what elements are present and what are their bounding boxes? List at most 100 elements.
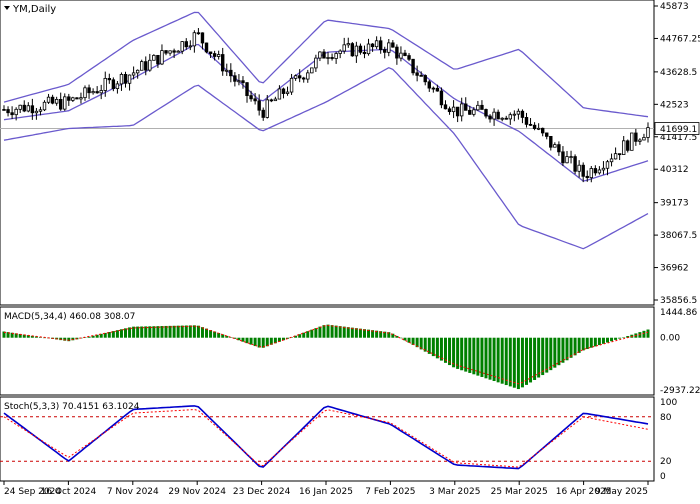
- candle[interactable]: [512, 110, 517, 122]
- candle[interactable]: [229, 63, 233, 83]
- macd-bar[interactable]: [642, 330, 646, 338]
- candle[interactable]: [140, 59, 144, 71]
- candle[interactable]: [38, 106, 43, 116]
- macd-bar[interactable]: [302, 332, 306, 338]
- macd-bar[interactable]: [188, 325, 192, 338]
- candle[interactable]: [42, 100, 47, 112]
- macd-bar[interactable]: [10, 332, 14, 338]
- macd-bar[interactable]: [407, 337, 411, 343]
- macd-bar[interactable]: [18, 333, 22, 338]
- candle[interactable]: [630, 132, 634, 151]
- candle[interactable]: [472, 107, 476, 117]
- candle[interactable]: [265, 95, 269, 119]
- macd-bar[interactable]: [565, 337, 569, 361]
- candle[interactable]: [407, 53, 411, 62]
- macd-bar[interactable]: [585, 337, 589, 350]
- candle[interactable]: [516, 108, 521, 120]
- candle[interactable]: [577, 160, 581, 178]
- candle[interactable]: [468, 105, 472, 115]
- candle[interactable]: [549, 135, 553, 151]
- candle[interactable]: [306, 69, 310, 83]
- candle[interactable]: [103, 71, 107, 97]
- macd-bar[interactable]: [362, 329, 366, 338]
- macd-bar[interactable]: [95, 334, 99, 338]
- candle[interactable]: [269, 98, 274, 103]
- macd-bar[interactable]: [610, 337, 614, 342]
- candle[interactable]: [403, 49, 407, 57]
- candle[interactable]: [609, 153, 614, 167]
- candle[interactable]: [387, 39, 391, 57]
- macd-bar[interactable]: [358, 328, 362, 338]
- macd-bar[interactable]: [504, 337, 508, 386]
- macd-bar[interactable]: [180, 325, 184, 338]
- candle[interactable]: [423, 74, 427, 86]
- macd-bar[interactable]: [496, 337, 500, 383]
- macd-bar[interactable]: [614, 337, 618, 340]
- macd-bar[interactable]: [273, 337, 277, 344]
- macd-bar[interactable]: [573, 337, 577, 356]
- candle[interactable]: [257, 94, 261, 116]
- macd-bar[interactable]: [290, 337, 294, 338]
- candle[interactable]: [273, 96, 278, 102]
- candle[interactable]: [605, 159, 610, 176]
- candle[interactable]: [338, 49, 342, 59]
- macd-bar[interactable]: [217, 332, 221, 338]
- macd-bar[interactable]: [561, 337, 565, 363]
- macd-bar[interactable]: [500, 337, 504, 384]
- candle[interactable]: [366, 38, 371, 56]
- macd-bar[interactable]: [140, 326, 144, 338]
- macd-bar[interactable]: [334, 325, 338, 338]
- candle[interactable]: [233, 72, 237, 87]
- macd-bar[interactable]: [524, 337, 528, 385]
- macd-bar[interactable]: [225, 335, 229, 338]
- candle[interactable]: [289, 73, 294, 95]
- macd-bar[interactable]: [306, 331, 310, 338]
- macd-bar[interactable]: [265, 337, 269, 347]
- macd-bar[interactable]: [577, 337, 581, 353]
- macd-bar[interactable]: [456, 337, 460, 369]
- macd-bar[interactable]: [322, 325, 326, 338]
- macd-bar[interactable]: [318, 326, 322, 338]
- macd-bar[interactable]: [476, 337, 480, 376]
- macd-bar[interactable]: [87, 336, 91, 338]
- macd-bar[interactable]: [597, 337, 601, 346]
- macd-bar[interactable]: [553, 337, 557, 368]
- macd-bar[interactable]: [205, 328, 209, 338]
- macd-bar[interactable]: [443, 337, 447, 363]
- candle[interactable]: [532, 122, 537, 131]
- macd-bar[interactable]: [646, 329, 650, 338]
- candle[interactable]: [545, 132, 549, 140]
- candle[interactable]: [480, 100, 484, 110]
- candle[interactable]: [524, 112, 529, 128]
- macd-bar[interactable]: [589, 337, 593, 348]
- macd-bar[interactable]: [569, 337, 573, 358]
- macd-bar[interactable]: [379, 331, 383, 338]
- candle[interactable]: [330, 53, 334, 61]
- macd-bar[interactable]: [136, 326, 140, 338]
- macd-bar[interactable]: [269, 337, 273, 345]
- macd-bar[interactable]: [30, 335, 34, 338]
- candle[interactable]: [476, 100, 480, 111]
- macd-bar[interactable]: [427, 337, 431, 354]
- macd-bar[interactable]: [512, 337, 516, 388]
- candle[interactable]: [6, 106, 10, 117]
- candle[interactable]: [200, 32, 205, 50]
- macd-bar[interactable]: [545, 337, 549, 373]
- macd-bar[interactable]: [557, 337, 561, 366]
- candle[interactable]: [626, 139, 630, 153]
- candle[interactable]: [415, 65, 419, 82]
- candle[interactable]: [500, 117, 504, 122]
- macd-bar[interactable]: [626, 336, 630, 338]
- candle[interactable]: [439, 87, 444, 109]
- macd-bar[interactable]: [128, 327, 132, 338]
- candle[interactable]: [10, 106, 14, 119]
- candle[interactable]: [496, 109, 500, 120]
- candle[interactable]: [322, 49, 326, 59]
- macd-bar[interactable]: [281, 337, 285, 341]
- candle[interactable]: [180, 40, 184, 55]
- candle[interactable]: [18, 104, 22, 113]
- macd-panel[interactable]: [2, 324, 650, 390]
- macd-bar[interactable]: [22, 334, 26, 338]
